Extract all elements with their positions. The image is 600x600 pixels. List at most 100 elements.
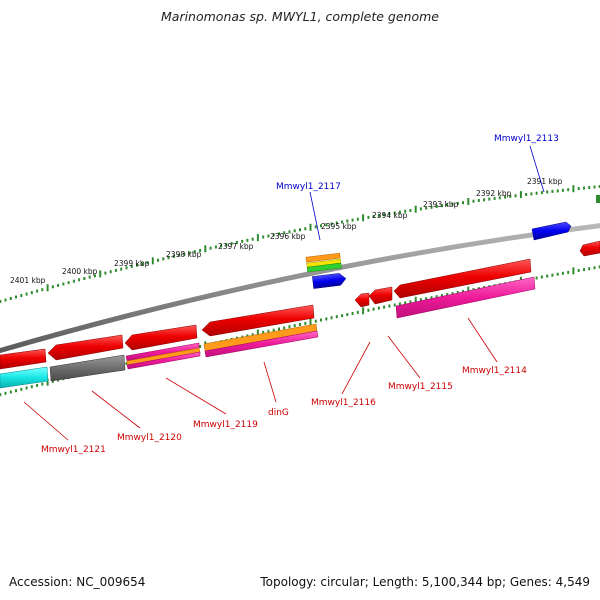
inner-scale-minor-tick xyxy=(583,268,585,272)
outer-scale-minor-tick xyxy=(25,292,28,296)
gene-label-ding[interactable]: dinG xyxy=(268,408,289,418)
leader-2119 xyxy=(165,377,227,415)
scale-label-2393: 2393 kbp xyxy=(423,200,459,209)
outer-scale-minor-tick xyxy=(141,262,144,266)
green-mark xyxy=(596,195,600,203)
outer-scale-minor-tick xyxy=(325,223,328,227)
inner-scale-minor-tick xyxy=(278,327,280,331)
outer-scale-minor-tick xyxy=(356,217,359,221)
feature-2117-green[interactable] xyxy=(306,262,342,273)
outer-scale-minor-tick xyxy=(283,231,286,235)
inner-scale-minor-tick xyxy=(398,302,401,306)
inner-scale-minor-tick xyxy=(598,265,600,269)
inner-scale-minor-tick xyxy=(36,383,39,387)
inner-scale-minor-tick xyxy=(409,300,412,304)
gene-label-mmwyl1-2114[interactable]: Mmwyl1_2114 xyxy=(462,366,527,376)
scale-label-2395: 2395 kbp xyxy=(321,222,357,231)
inner-scale-minor-tick xyxy=(51,379,54,383)
outer-scale-minor-tick xyxy=(383,213,386,217)
gene-label-mmwyl1-2116[interactable]: Mmwyl1_2116 xyxy=(311,398,376,408)
outer-scale-minor-tick xyxy=(78,278,81,282)
outer-scale-minor-tick xyxy=(251,237,254,241)
outer-scale-minor-tick xyxy=(367,215,370,219)
leader-2120 xyxy=(91,390,141,429)
outer-scale-minor-tick xyxy=(214,245,217,249)
gene-mmwyl1-2121-arrow[interactable] xyxy=(0,348,47,370)
inner-scale-minor-tick xyxy=(419,298,422,302)
outer-scale-minor-tick xyxy=(93,274,96,278)
gene-right-edge-arrow[interactable] xyxy=(579,240,600,257)
inner-scale-minor-tick xyxy=(456,291,459,295)
leader-lines xyxy=(23,145,545,441)
outer-scale-minor-tick xyxy=(199,249,202,252)
gene-mmwyl1-2114-arrow[interactable] xyxy=(393,258,532,299)
gene-mmwyl1-2117-group[interactable] xyxy=(305,252,347,289)
outer-scale-minor-tick xyxy=(9,297,12,300)
inner-scale-minor-tick xyxy=(330,316,333,320)
inner-scale-minor-tick xyxy=(25,386,28,390)
reverse-features xyxy=(0,258,536,389)
outer-scale-minor-tick xyxy=(598,185,600,188)
outer-scale-minor-tick xyxy=(262,235,265,239)
feature-ding-pink[interactable] xyxy=(204,330,319,358)
feature-2120-gray[interactable] xyxy=(49,354,126,382)
scale-label-2394: 2394 kbp xyxy=(372,211,408,220)
gene-mmwyl1-2117-arrow[interactable] xyxy=(312,273,347,289)
gene-label-mmwyl1-2113[interactable]: Mmwyl1_2113 xyxy=(494,134,559,144)
feature-2114-pink[interactable] xyxy=(395,276,536,319)
feature-2121-cyan[interactable] xyxy=(0,366,49,389)
outer-scale-minor-tick xyxy=(498,196,501,200)
scale-label-2396: 2396 kbp xyxy=(270,232,306,241)
outer-scale-minor-tick xyxy=(15,295,17,299)
leader-2116 xyxy=(341,341,371,395)
gene-mmwyl1-2113-arrow[interactable] xyxy=(531,221,572,241)
gene-label-mmwyl1-2115[interactable]: Mmwyl1_2115 xyxy=(388,382,453,392)
gene-label-mmwyl1-2119[interactable]: Mmwyl1_2119 xyxy=(193,420,258,430)
leader-2114 xyxy=(467,317,498,363)
inner-scale-minor-tick xyxy=(367,308,370,312)
scale-label-2392: 2392 kbp xyxy=(476,189,512,198)
outer-scale-minor-tick xyxy=(509,194,512,198)
inner-scale-minor-tick xyxy=(314,319,317,323)
gene-label-mmwyl1-2117[interactable]: Mmwyl1_2117 xyxy=(276,182,341,192)
outer-scale-minor-tick xyxy=(577,187,580,191)
inner-scale-minor-tick xyxy=(325,317,328,321)
gene-mmwyl1-2119-arrow[interactable] xyxy=(124,324,198,351)
inner-scale-minor-tick xyxy=(288,325,291,329)
outer-scale-minor-tick xyxy=(346,219,349,223)
outer-scale-minor-tick xyxy=(36,289,39,293)
outer-scale-minor-tick xyxy=(299,228,301,232)
inner-scale-minor-tick xyxy=(540,275,543,279)
outer-scale-minor-tick xyxy=(540,191,543,195)
gene-ding-arrow[interactable] xyxy=(201,304,315,337)
outer-scale-minor-tick xyxy=(451,202,454,206)
feature-2117-orange[interactable] xyxy=(305,252,341,263)
outer-scale-minor-tick xyxy=(125,266,128,270)
outer-scale-minor-tick xyxy=(41,288,44,292)
inner-scale-minor-tick xyxy=(262,330,265,334)
outer-scale-minor-tick xyxy=(556,189,559,193)
inner-scale-minor-tick xyxy=(251,333,254,337)
outer-scale-minor-tick xyxy=(62,282,65,286)
feature-2119-pink-2[interactable] xyxy=(126,351,201,370)
outer-scale-minor-tick xyxy=(425,206,428,210)
gene-mmwyl1-2115-arrow[interactable] xyxy=(368,286,393,305)
outer-scale-minor-tick xyxy=(20,294,23,297)
gene-label-mmwyl1-2121[interactable]: Mmwyl1_2121 xyxy=(41,445,106,455)
outer-scale-minor-tick xyxy=(462,201,464,205)
inner-scale-minor-tick xyxy=(267,329,270,333)
outer-scale-minor-tick xyxy=(320,224,322,228)
outer-scale-minor-tick xyxy=(456,201,459,205)
scale-label-2391: 2391 kbp xyxy=(527,177,563,186)
outer-scale-minor-tick xyxy=(404,209,407,213)
outer-scale-major-tick xyxy=(46,284,49,292)
leader-2113 xyxy=(529,145,545,193)
inner-scale-minor-tick xyxy=(283,326,286,330)
gene-mmwyl1-2116-arrow[interactable] xyxy=(354,292,370,308)
scale-label-2401: 2401 kbp xyxy=(10,276,46,285)
gene-label-mmwyl1-2120[interactable]: Mmwyl1_2120 xyxy=(117,433,182,443)
outer-scale-minor-tick xyxy=(235,241,238,244)
leader-2117 xyxy=(309,191,321,241)
gene-mmwyl1-2120-arrow[interactable] xyxy=(47,334,124,361)
